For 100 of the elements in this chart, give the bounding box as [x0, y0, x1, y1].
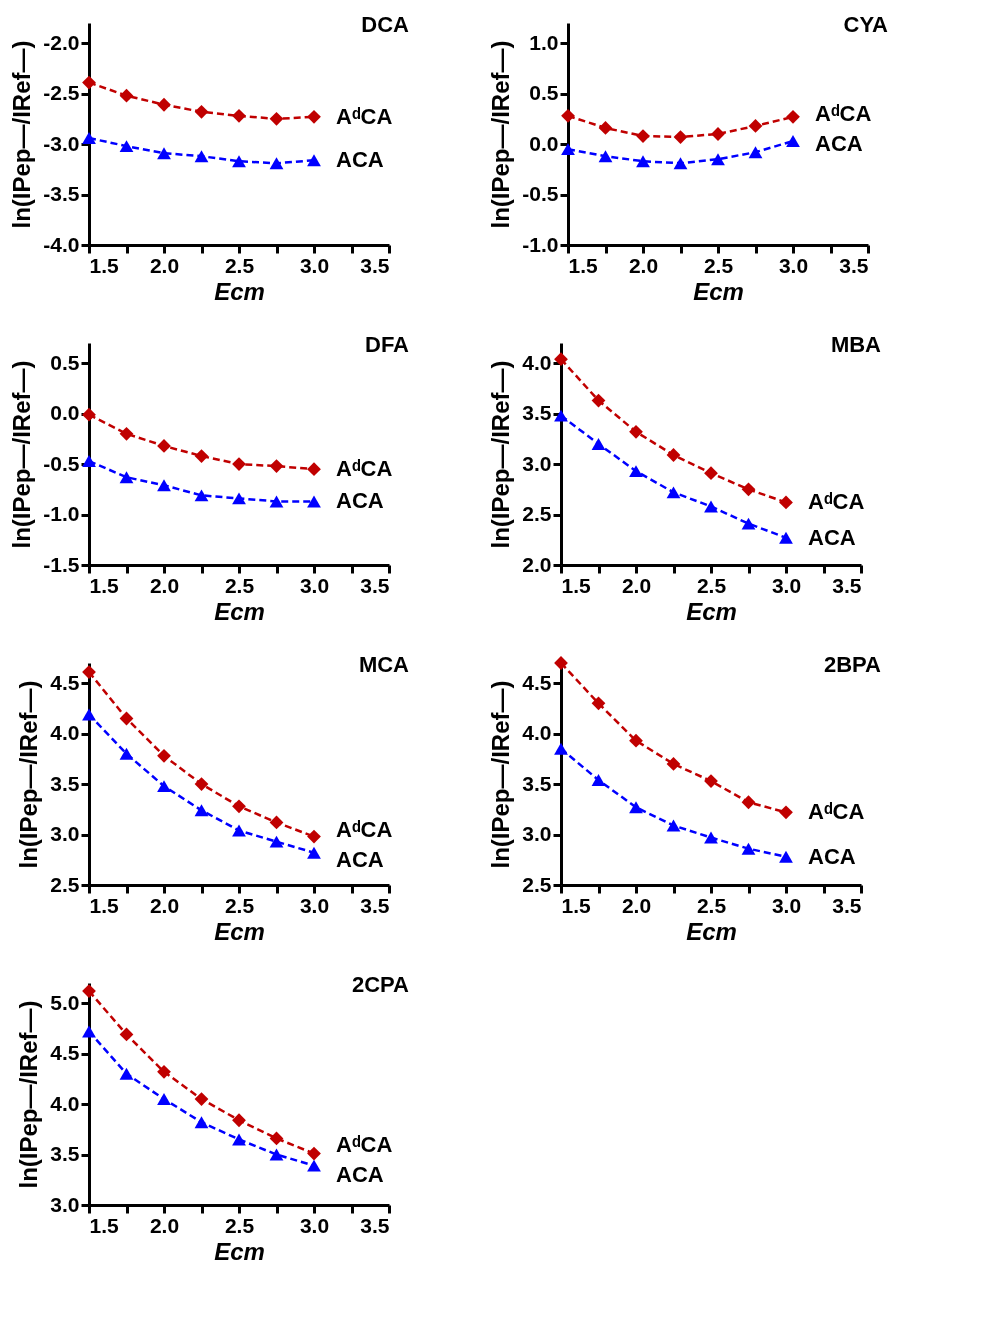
x-tick-label: 2.0 — [149, 573, 180, 597]
x-tick-label: 2.5 — [224, 893, 255, 917]
y-axis-title: ln(IPep—/IRef—) — [8, 40, 36, 229]
y-tick-label: 2.5 — [50, 872, 80, 896]
x-axis-title: Ecm — [686, 917, 737, 945]
x-tick-label: 3.5 — [832, 573, 862, 597]
series-label: AᵈCA — [808, 799, 865, 825]
y-tick-label: 3.0 — [50, 822, 80, 846]
x-tick-label: 2.5 — [224, 1213, 255, 1237]
chart-title: DCA — [361, 12, 410, 37]
y-tick-label: 0.0 — [50, 401, 80, 425]
x-tick-label: 3.5 — [360, 573, 390, 597]
x-axis-title: Ecm — [693, 277, 744, 305]
x-axis-title: Ecm — [214, 277, 265, 305]
x-tick-label: 2.5 — [703, 253, 734, 277]
y-axis-title: ln(IPep—/IRef—) — [487, 40, 515, 229]
x-tick-label: 2.5 — [224, 573, 255, 597]
series-label: ACA — [808, 524, 856, 550]
y-axis-title: ln(IPep—/IRef—) — [8, 360, 36, 549]
series-label: ACA — [336, 488, 384, 514]
series-label: AᵈCA — [336, 816, 393, 842]
y-tick-label: -1.0 — [522, 232, 559, 256]
x-tick-label: 3.5 — [360, 893, 390, 917]
y-tick-label: 4.0 — [522, 721, 552, 745]
y-axis-title: ln(IPep—/IRef—) — [15, 680, 43, 869]
y-tick-label: 3.5 — [522, 771, 552, 795]
y-tick-label: -1.0 — [43, 502, 80, 526]
chart-title: 2CPA — [351, 972, 410, 997]
y-tick-label: -2.5 — [43, 81, 80, 105]
y-tick-label: -3.5 — [43, 182, 80, 206]
x-tick-label: 2.0 — [621, 573, 652, 597]
x-axis-title: Ecm — [214, 1237, 265, 1265]
y-tick-label: 4.0 — [50, 1091, 80, 1115]
chart-title: CYA — [843, 12, 889, 37]
x-tick-label: 1.5 — [561, 573, 592, 597]
y-tick-label: 2.5 — [522, 502, 552, 526]
x-tick-label: 2.0 — [621, 893, 652, 917]
x-tick-label: 1.5 — [89, 893, 120, 917]
series-label: ACA — [815, 130, 863, 156]
y-tick-label: 2.0 — [522, 552, 552, 576]
chart-title: MBA — [830, 332, 882, 357]
x-tick-label: 3.0 — [299, 573, 330, 597]
x-tick-label: 3.5 — [360, 253, 390, 277]
x-tick-label: 1.5 — [89, 573, 120, 597]
series-label: ACA — [808, 843, 856, 869]
chart-title: MCA — [358, 652, 410, 677]
y-tick-label: 5.0 — [50, 990, 80, 1014]
x-tick-label: 3.0 — [299, 1213, 330, 1237]
x-tick-label: 3.5 — [832, 893, 862, 917]
series-label: AᵈCA — [336, 456, 393, 482]
y-tick-label: 3.0 — [50, 1192, 80, 1216]
y-tick-label: 3.5 — [50, 1142, 80, 1166]
series-label: AᵈCA — [815, 100, 872, 126]
x-tick-label: 3.5 — [360, 1213, 390, 1237]
chart-title: DFA — [365, 332, 410, 357]
x-tick-label: 2.0 — [149, 253, 180, 277]
series-label: ACA — [336, 147, 384, 173]
y-tick-label: 2.5 — [522, 872, 552, 896]
y-tick-label: 1.0 — [529, 30, 559, 54]
y-axis-title: ln(IPep—/IRef—) — [15, 1000, 43, 1189]
y-tick-label: -2.0 — [43, 30, 80, 54]
y-tick-label: 3.0 — [522, 822, 552, 846]
series-label: AᵈCA — [336, 103, 393, 129]
x-axis-title: Ecm — [214, 917, 265, 945]
x-tick-label: 1.5 — [561, 893, 592, 917]
x-tick-label: 1.5 — [89, 253, 120, 277]
y-tick-label: 3.0 — [522, 451, 552, 475]
y-tick-label: -1.5 — [43, 552, 80, 576]
x-tick-label: 3.0 — [771, 573, 802, 597]
series-label: AᵈCA — [808, 489, 865, 515]
x-tick-label: 3.0 — [778, 253, 809, 277]
x-tick-label: 3.0 — [299, 253, 330, 277]
y-axis-title: ln(IPep—/IRef—) — [487, 360, 515, 549]
y-tick-label: 4.5 — [522, 670, 552, 694]
x-tick-label: 1.5 — [89, 1213, 120, 1237]
chart-title: 2BPA — [823, 652, 882, 677]
x-tick-label: 2.0 — [628, 253, 659, 277]
y-tick-label: -3.0 — [43, 131, 80, 155]
x-tick-label: 2.0 — [149, 1213, 180, 1237]
x-tick-label: 1.5 — [568, 253, 599, 277]
series-label: AᵈCA — [336, 1131, 393, 1157]
y-tick-label: -0.5 — [522, 182, 559, 206]
x-tick-label: 2.5 — [696, 573, 727, 597]
x-tick-label: 2.5 — [696, 893, 727, 917]
x-tick-label: 2.0 — [149, 893, 180, 917]
y-tick-label: 4.5 — [50, 1041, 80, 1065]
y-tick-label: 3.5 — [522, 401, 552, 425]
x-axis-title: Ecm — [214, 597, 265, 625]
y-axis-title: ln(IPep—/IRef—) — [487, 680, 515, 869]
y-tick-label: 3.5 — [50, 771, 80, 795]
x-tick-label: 3.0 — [771, 893, 802, 917]
y-tick-label: 0.5 — [50, 350, 80, 374]
x-tick-label: 3.5 — [839, 253, 869, 277]
x-tick-label: 2.5 — [224, 253, 255, 277]
series-label: ACA — [336, 1161, 384, 1187]
y-tick-label: 0.5 — [529, 81, 559, 105]
y-tick-label: 4.0 — [50, 721, 80, 745]
y-tick-label: 4.5 — [50, 670, 80, 694]
x-axis-title: Ecm — [686, 597, 737, 625]
series-label: ACA — [336, 846, 384, 872]
